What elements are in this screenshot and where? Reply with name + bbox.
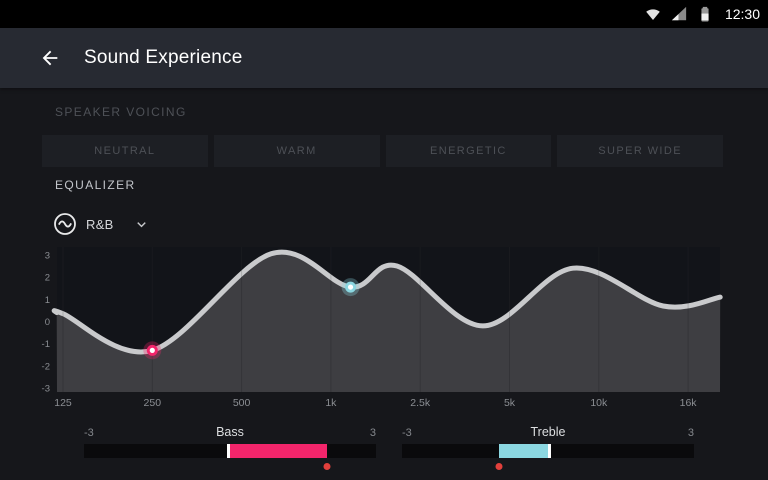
bass-point-marker[interactable] — [143, 341, 162, 360]
battery-icon — [701, 6, 709, 22]
y-axis-tick: 3 — [45, 250, 50, 261]
x-axis-tick: 500 — [233, 397, 251, 409]
bass-fill — [230, 444, 328, 458]
speaker-voicing-options: NEUTRAL WARM ENERGETIC SUPER WIDE — [42, 135, 723, 167]
treble-value-dot — [495, 463, 503, 470]
arrow-left-icon — [42, 50, 58, 66]
bass-track[interactable] — [84, 444, 376, 458]
voicing-option-warm[interactable]: WARM — [213, 135, 380, 167]
equalizer-chart: 3 2 1 0 -1 -2 -3 125 250 500 1k 2.5k 5k 10k 16k — [42, 247, 723, 409]
bass-zero-handle[interactable] — [227, 444, 230, 458]
x-axis-tick: 5k — [504, 397, 516, 409]
bass-slider[interactable]: -3 Bass 3 — [84, 425, 376, 475]
bass-min-label: -3 — [84, 427, 94, 439]
treble-point-dot[interactable] — [347, 284, 354, 290]
treble-fill — [499, 444, 548, 458]
chevron-down-icon[interactable] — [133, 216, 150, 233]
x-axis-tick: 10k — [590, 397, 608, 409]
bass-max-label: 3 — [369, 427, 376, 439]
app-bar: Sound Experience — [0, 28, 768, 88]
bass-slider-labels: -3 Bass 3 — [84, 425, 376, 442]
treble-max-label: 3 — [687, 427, 694, 439]
y-axis-tick: 2 — [45, 273, 50, 284]
wifi-icon — [646, 9, 660, 20]
equalizer-heading: EQUALIZER — [55, 178, 136, 192]
bass-point-dot[interactable] — [149, 347, 155, 353]
preset-value: R&B — [86, 216, 114, 232]
back-button[interactable] — [30, 38, 70, 78]
wave-icon — [54, 213, 76, 235]
page-title: Sound Experience — [84, 47, 243, 68]
cell-signal-icon — [671, 6, 687, 21]
eq-curve-area — [54, 252, 721, 392]
voicing-option-super-wide[interactable]: SUPER WIDE — [557, 135, 723, 167]
voicing-option-neutral[interactable]: NEUTRAL — [42, 135, 208, 167]
treble-point-marker[interactable] — [341, 278, 360, 297]
treble-min-label: -3 — [402, 427, 412, 439]
speaker-voicing-heading: SPEAKER VOICING — [55, 105, 187, 119]
treble-slider[interactable]: -3 Treble 3 — [402, 425, 694, 475]
treble-slider-labels: -3 Treble 3 — [402, 425, 694, 442]
treble-zero-handle[interactable] — [548, 444, 551, 458]
x-axis-tick: 125 — [54, 397, 72, 409]
clock: 12:30 — [724, 6, 760, 22]
x-axis-tick: 1k — [325, 397, 337, 409]
eq-curve-line — [51, 249, 723, 355]
y-axis-tick: 0 — [45, 317, 50, 328]
treble-track[interactable] — [402, 444, 694, 458]
preset-selector[interactable]: R&B — [53, 209, 150, 239]
x-axis-tick: 16k — [680, 397, 698, 409]
treble-label: Treble — [530, 425, 566, 439]
bass-value-dot — [323, 463, 331, 470]
x-axis-tick: 2.5k — [410, 397, 431, 409]
y-axis-tick: -1 — [42, 339, 50, 350]
tone-sliders: -3 Bass 3 -3 Treble 3 — [84, 425, 694, 475]
y-axis-tick: -2 — [42, 361, 50, 372]
x-axis-tick: 250 — [144, 397, 162, 409]
y-axis-tick: -3 — [42, 384, 50, 395]
bass-label: Bass — [216, 425, 244, 439]
status-bar: 12:30 — [0, 0, 768, 28]
y-axis-tick: 1 — [45, 295, 50, 306]
voicing-option-energetic[interactable]: ENERGETIC — [385, 135, 552, 167]
